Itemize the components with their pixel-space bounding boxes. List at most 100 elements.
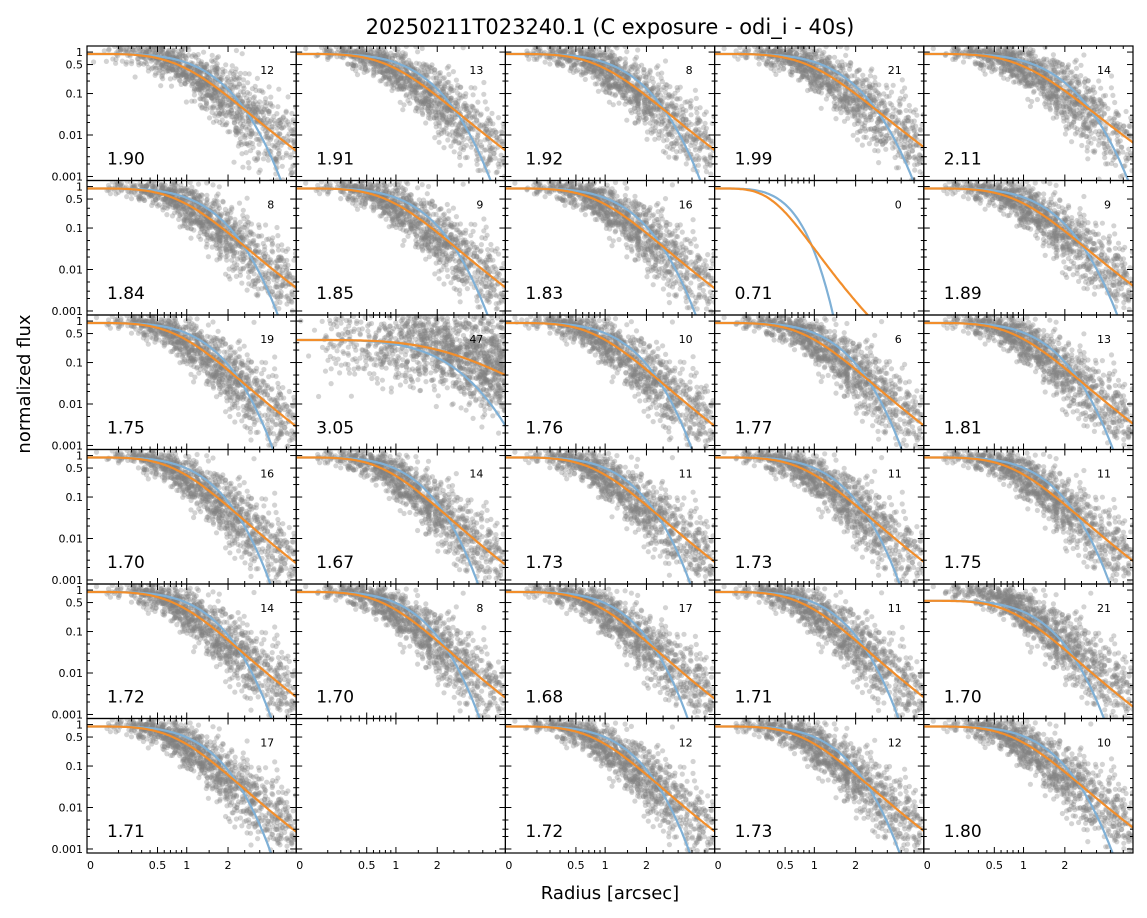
data-point	[680, 112, 687, 119]
data-point	[158, 47, 164, 53]
data-point	[848, 60, 854, 66]
data-point	[290, 163, 296, 169]
data-point	[237, 109, 243, 115]
data-point	[890, 145, 896, 151]
data-point	[199, 82, 205, 88]
data-point	[359, 49, 365, 55]
data-point	[895, 165, 902, 171]
data-point	[419, 46, 425, 52]
data-point	[195, 80, 201, 86]
data-point	[166, 51, 172, 57]
data-point	[649, 112, 655, 118]
data-point	[425, 102, 431, 108]
data-point	[424, 71, 430, 77]
data-point	[157, 67, 163, 73]
data-point	[261, 106, 267, 112]
data-point	[131, 46, 137, 50]
data-point	[192, 86, 198, 92]
fwhm-label: 1.92	[525, 150, 563, 170]
data-point	[290, 129, 297, 135]
data-point	[274, 177, 280, 181]
data-point	[425, 98, 431, 104]
data-point	[184, 76, 190, 83]
data-point	[1050, 115, 1056, 121]
data-point	[237, 136, 243, 142]
data-point	[277, 131, 283, 137]
data-point	[103, 58, 109, 64]
data-point	[361, 50, 367, 56]
data-point	[169, 65, 175, 71]
data-point	[164, 51, 171, 57]
data-point	[235, 129, 241, 135]
data-point	[796, 65, 803, 72]
data-point	[876, 160, 882, 166]
data-point	[456, 95, 462, 101]
data-point	[413, 95, 419, 102]
data-point	[186, 64, 192, 70]
data-point	[237, 120, 244, 127]
data-point	[570, 69, 577, 75]
data-point	[201, 64, 207, 70]
data-point	[433, 124, 439, 130]
data-point	[152, 46, 158, 52]
data-point	[148, 46, 154, 49]
data-point	[200, 82, 206, 88]
data-point	[168, 83, 175, 89]
data-point	[1096, 78, 1102, 84]
data-point	[279, 125, 285, 131]
data-point	[632, 56, 638, 63]
data-point	[688, 142, 694, 148]
data-point	[237, 75, 243, 81]
data-point	[478, 111, 484, 117]
data-point	[264, 107, 270, 113]
data-point	[398, 83, 404, 89]
data-point	[623, 60, 629, 66]
data-point	[446, 90, 452, 96]
data-point	[458, 84, 464, 90]
data-point	[167, 62, 173, 68]
data-point	[213, 67, 219, 73]
data-point	[902, 85, 908, 91]
data-point	[166, 48, 172, 54]
data-point	[144, 49, 150, 55]
data-point	[787, 61, 793, 67]
data-point	[273, 138, 280, 144]
data-point	[245, 142, 252, 148]
data-point	[872, 79, 878, 85]
data-point	[433, 110, 439, 116]
data-point	[240, 83, 246, 89]
data-point	[1079, 142, 1085, 149]
data-point	[214, 61, 220, 67]
data-point	[184, 72, 190, 78]
data-point	[735, 56, 741, 62]
data-point	[223, 76, 229, 82]
data-point	[253, 157, 259, 163]
data-point	[235, 84, 241, 90]
data-point	[204, 93, 210, 99]
data-point	[1050, 52, 1056, 58]
data-point	[420, 111, 426, 118]
data-point	[285, 94, 291, 100]
data-point	[265, 141, 271, 147]
data-point	[235, 143, 241, 149]
data-point	[196, 86, 202, 92]
data-point	[422, 88, 428, 94]
data-point	[142, 59, 148, 65]
data-point	[209, 109, 215, 115]
data-point	[472, 85, 478, 91]
data-point	[454, 125, 460, 132]
data-point	[621, 92, 627, 99]
data-point	[207, 93, 213, 99]
data-point	[387, 69, 393, 75]
data-point	[189, 53, 195, 59]
data-point	[169, 66, 175, 72]
data-point	[212, 64, 218, 71]
data-point	[252, 108, 258, 114]
data-point	[167, 68, 173, 74]
data-point	[393, 79, 399, 85]
data-point	[231, 84, 237, 90]
data-point	[194, 78, 200, 84]
data-point	[399, 86, 405, 92]
data-point	[211, 103, 217, 109]
data-point	[470, 92, 476, 98]
